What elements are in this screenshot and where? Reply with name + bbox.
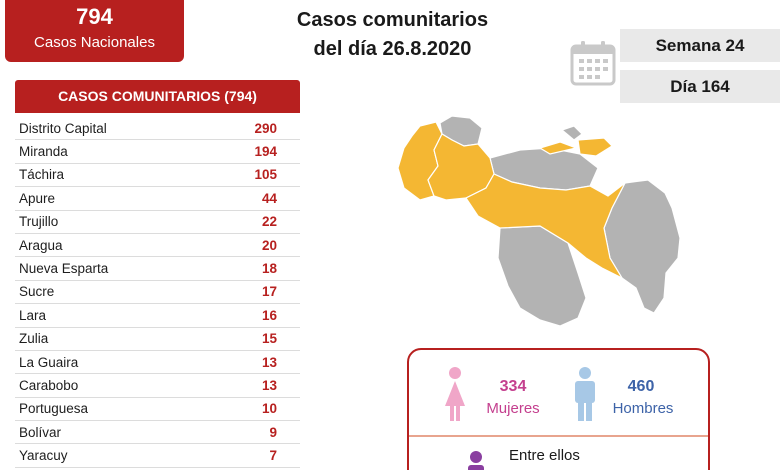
female-person-icon (445, 367, 465, 421)
gender-breakdown-panel: 334 Mujeres 460 Hombres Entre ellos (407, 348, 710, 470)
table-row: Zulia 15 (15, 328, 300, 351)
state-name: Nueva Esparta (19, 261, 109, 277)
state-name: Distrito Capital (19, 120, 107, 136)
state-count: 22 (261, 214, 277, 230)
table-row: Portuguesa 10 (15, 398, 300, 422)
venezuela-map (397, 115, 681, 327)
table-header: CASOS COMUNITARIOS (794) (15, 80, 300, 113)
state-name: Bolívar (19, 424, 62, 440)
map-region-affected (465, 173, 626, 280)
male-person-icon (575, 367, 595, 421)
table-row: Aragua 20 (15, 234, 300, 258)
community-cases-table: CASOS COMUNITARIOS (794) Distrito Capita… (15, 80, 300, 468)
table-row: Lara 16 (15, 304, 300, 328)
page-title: Casos comunitarios del día 26.8.2020 (270, 6, 515, 64)
state-name: Aragua (19, 237, 63, 253)
map-region-gray (560, 125, 583, 141)
state-count: 13 (261, 377, 277, 393)
title-line-1: Casos comunitarios (296, 9, 489, 31)
state-count: 194 (254, 144, 277, 160)
map-region-affected (577, 137, 613, 157)
national-cases-label: Casos Nacionales (34, 34, 155, 51)
state-count: 20 (261, 237, 277, 253)
table-row: Carabobo 13 (15, 374, 300, 398)
table-row: Táchira 105 (15, 164, 300, 188)
map-region-affected (538, 141, 579, 155)
state-count: 18 (261, 261, 277, 277)
state-count: 290 (254, 120, 277, 136)
state-name: Trujillo (19, 214, 59, 230)
table-row: Yaracuy 7 (15, 444, 300, 468)
women-label: Mujeres (486, 400, 540, 417)
state-count: 105 (254, 167, 277, 183)
state-name: Apure (19, 190, 56, 206)
state-name: Zulia (19, 331, 49, 347)
women-count: 334 (499, 378, 527, 395)
state-name: Sucre (19, 284, 55, 300)
person-icon (468, 451, 484, 470)
table-row: La Guaira 13 (15, 351, 300, 375)
title-line-2: del día 26.8.2020 (313, 38, 472, 60)
table-row: Bolívar 9 (15, 421, 300, 445)
national-cases-card: 794 Casos Nacionales (5, 0, 184, 62)
table-row: Miranda 194 (15, 140, 300, 164)
state-name: Táchira (19, 167, 65, 183)
table-row: Sucre 17 (15, 281, 300, 305)
table-body: Distrito Capital 290 Miranda 194 Táchira 10… (15, 117, 300, 468)
national-cases-count: 794 (76, 4, 113, 29)
week-badge: Semana 24 (620, 29, 780, 62)
state-name: Miranda (19, 144, 68, 160)
state-count: 7 (269, 448, 277, 464)
state-count: 44 (261, 190, 277, 206)
state-count: 10 (261, 401, 277, 417)
state-count: 16 (261, 307, 277, 323)
state-count: 17 (261, 284, 277, 300)
table-row: Trujillo 22 (15, 211, 300, 234)
panel-divider (409, 435, 708, 437)
men-label: Hombres (612, 400, 674, 417)
state-count: 15 (261, 331, 277, 347)
state-count: 13 (261, 354, 277, 370)
state-name: Lara (19, 307, 47, 323)
state-name: Carabobo (19, 377, 79, 393)
among-them-text: Entre ellos (509, 447, 580, 464)
table-row: Distrito Capital 290 (15, 117, 300, 141)
day-badge: Día 164 (620, 70, 780, 103)
state-name: Yaracuy (19, 448, 68, 464)
table-row: Apure 44 (15, 187, 300, 211)
state-name: La Guaira (19, 354, 79, 370)
calendar-icon (570, 41, 616, 86)
state-name: Portuguesa (19, 401, 89, 417)
men-count: 460 (627, 378, 655, 395)
table-row: Nueva Esparta 18 (15, 257, 300, 281)
state-count: 9 (269, 424, 277, 440)
